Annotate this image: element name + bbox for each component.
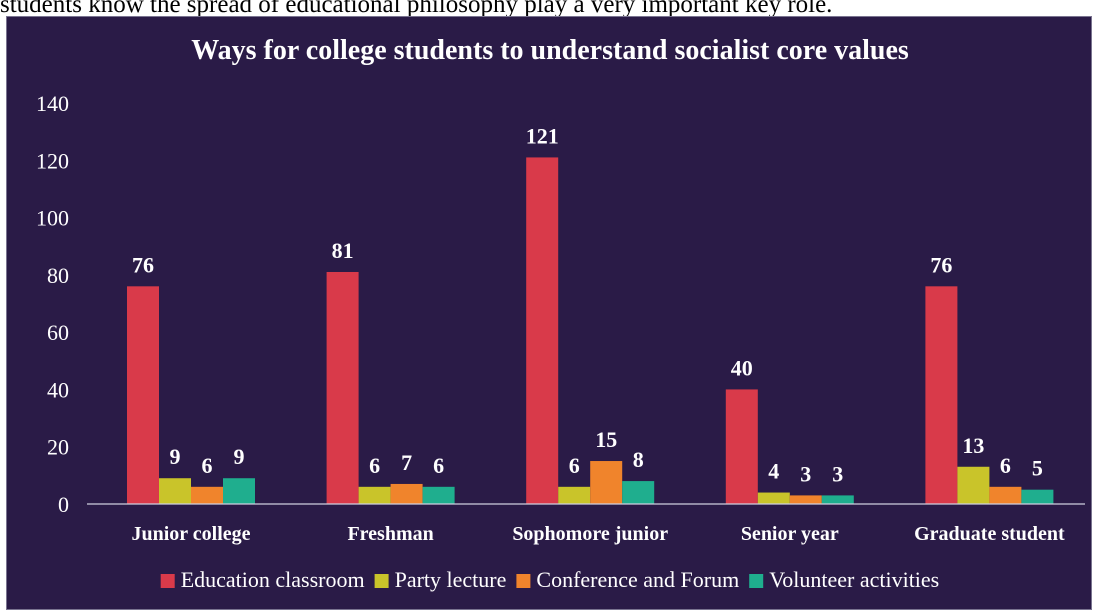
top-paragraph-text: students know the spread of educational …: [0, 0, 833, 18]
bar-chart: Ways for college students to understand …: [36, 35, 1085, 592]
bar-education-classroom: [725, 389, 758, 504]
y-tick-label: 120: [36, 148, 69, 173]
data-label: 3: [832, 461, 843, 486]
data-label: 6: [569, 453, 580, 478]
data-label: 9: [234, 444, 245, 469]
x-tick-label: Junior college: [131, 523, 250, 545]
data-label: 6: [433, 453, 444, 478]
x-tick-label: Graduate student: [914, 523, 1065, 545]
legend-swatch: [516, 574, 531, 588]
data-label: 121: [526, 123, 559, 148]
bar-conference-and-forum: [590, 461, 623, 504]
y-tick-label: 80: [47, 263, 69, 288]
bar-volunteer-activities: [223, 478, 255, 504]
x-axis-ticks: Junior college Freshman Sophomore junior Se…: [131, 523, 1065, 545]
legend-item: Conference and Forum: [516, 567, 739, 592]
legend-item: Education classroom: [160, 567, 365, 592]
data-label: 76: [930, 252, 952, 277]
y-tick-label: 20: [47, 435, 69, 460]
x-tick-label: Sophomore junior: [512, 523, 668, 545]
legend-swatch: [160, 574, 175, 588]
legend-item: Volunteer activities: [749, 567, 939, 592]
data-label: 76: [132, 252, 154, 277]
data-label: 6: [369, 453, 380, 478]
legend: Education classroom Party lecture Conferen…: [160, 567, 939, 592]
y-tick-label: 0: [58, 492, 69, 517]
bar-conference-and-forum: [789, 495, 822, 504]
y-axis-ticks: 0 20 40 60 80 100 120 140: [36, 91, 69, 517]
legend-label: Party lecture: [395, 567, 507, 592]
data-label: 81: [332, 238, 354, 263]
legend-item: Party lecture: [374, 567, 507, 592]
bar-party-lecture: [358, 486, 391, 504]
bar-conference-and-forum: [191, 486, 223, 504]
y-tick-label: 140: [36, 91, 69, 116]
legend-swatch: [749, 574, 764, 588]
chart-title: Ways for college students to understand …: [191, 35, 909, 66]
legend-label: Volunteer activities: [769, 567, 939, 592]
x-tick-label: Freshman: [347, 523, 433, 545]
data-label: 13: [962, 433, 984, 458]
bar-party-lecture: [757, 492, 790, 504]
data-label: 6: [1000, 453, 1011, 478]
bar-party-lecture: [159, 478, 191, 504]
bar-series-group: [127, 157, 1054, 504]
bar-party-lecture: [558, 486, 591, 504]
chart-container: Ways for college students to understand …: [6, 16, 1092, 610]
bar-education-classroom: [526, 157, 559, 504]
data-label: 4: [768, 459, 779, 484]
data-label: 9: [170, 444, 181, 469]
legend-label: Education classroom: [181, 567, 365, 592]
y-tick-label: 60: [47, 320, 69, 345]
bar-education-classroom: [326, 271, 359, 504]
data-label: 15: [595, 427, 617, 452]
y-tick-label: 40: [47, 377, 69, 402]
data-label: 40: [731, 355, 753, 380]
y-tick-label: 100: [36, 206, 69, 231]
bar-volunteer-activities: [422, 486, 455, 504]
legend-swatch: [374, 574, 389, 588]
bar-volunteer-activities: [821, 495, 854, 504]
bar-party-lecture: [957, 466, 990, 504]
data-label: 8: [633, 447, 644, 472]
data-label: 7: [401, 450, 412, 475]
bar-education-classroom: [127, 286, 159, 504]
legend-label: Conference and Forum: [536, 567, 739, 592]
bar-conference-and-forum: [390, 483, 423, 504]
bar-volunteer-activities: [622, 481, 655, 504]
bar-conference-and-forum: [989, 486, 1022, 504]
bar-education-classroom: [925, 286, 958, 504]
bar-volunteer-activities: [1021, 489, 1054, 504]
data-label: 6: [202, 453, 213, 478]
data-label: 5: [1032, 456, 1043, 481]
x-tick-label: Senior year: [741, 523, 839, 545]
data-label: 3: [800, 461, 811, 486]
